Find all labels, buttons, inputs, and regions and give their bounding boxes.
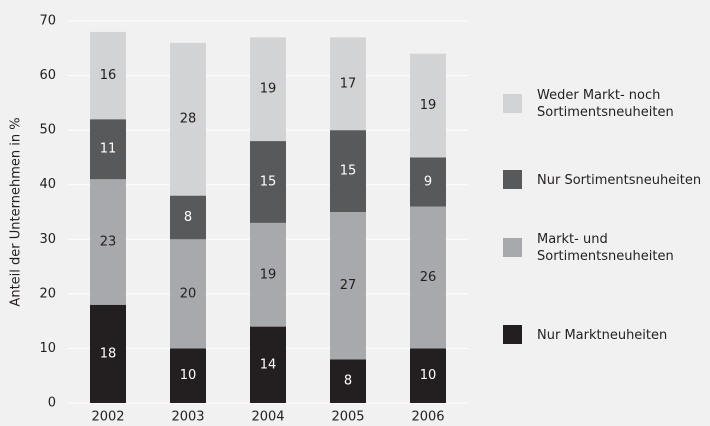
y-tick-label: 60 <box>39 68 56 83</box>
y-tick-label: 50 <box>39 123 56 138</box>
y-tick-label: 0 <box>48 396 56 411</box>
data-label: 15 <box>340 164 357 179</box>
bar-segment <box>90 119 126 180</box>
legend-label: Markt- und Sortimentsneuheiten <box>537 232 674 264</box>
data-label: 19 <box>260 82 277 97</box>
y-tick-label: 10 <box>39 341 56 356</box>
x-tick-label: 2003 <box>171 410 204 425</box>
data-label: 18 <box>100 346 117 361</box>
data-label: 20 <box>180 286 197 301</box>
y-tick-label: 30 <box>39 232 56 247</box>
data-label: 17 <box>340 76 357 91</box>
bar-segment <box>250 37 286 142</box>
bar-segment <box>330 130 366 212</box>
data-label: 19 <box>260 267 277 282</box>
bar-segment <box>330 212 366 360</box>
y-tick-label: 70 <box>39 14 56 29</box>
bar-segment <box>250 222 286 327</box>
bar-segment <box>170 239 206 349</box>
x-tick-label: 2006 <box>411 410 444 425</box>
bar-segment <box>330 359 366 403</box>
data-label: 16 <box>100 68 117 83</box>
data-label: 10 <box>420 368 437 383</box>
bar-segment <box>170 195 206 240</box>
legend-swatch <box>503 238 522 257</box>
bar-segment <box>330 37 366 131</box>
data-label: 8 <box>184 210 192 225</box>
bar-segment <box>90 304 126 403</box>
legend-label: Nur Sortimentsneuheiten <box>537 172 702 188</box>
data-label: 10 <box>180 368 197 383</box>
bar-segment <box>250 141 286 223</box>
bar-segment <box>410 157 446 207</box>
legend-swatch <box>503 94 522 113</box>
data-label: 28 <box>180 112 197 127</box>
bar-segment <box>90 31 126 120</box>
bar-segment <box>90 179 126 305</box>
x-tick-label: 2002 <box>91 410 124 425</box>
bar-segment <box>250 326 286 403</box>
bar-segment <box>410 206 446 349</box>
legend-swatch <box>503 170 522 189</box>
bar-segment <box>410 348 446 403</box>
x-tick-label: 2004 <box>251 410 284 425</box>
data-label: 15 <box>260 174 277 189</box>
y-axis-label: Anteil der Unternehmen in % <box>9 117 24 306</box>
legend-label: Weder Markt- noch Sortimentsneuheiten <box>537 88 674 120</box>
x-tick-label: 2005 <box>331 410 364 425</box>
legend-label: Nur Marktneuheiten <box>537 327 668 343</box>
data-label: 9 <box>424 174 432 189</box>
legend-swatch <box>503 325 522 344</box>
data-label: 23 <box>100 235 117 250</box>
bar-segment <box>410 53 446 158</box>
data-label: 11 <box>100 142 117 157</box>
data-label: 26 <box>420 270 437 285</box>
data-label: 14 <box>260 357 277 372</box>
bar-segment <box>170 348 206 403</box>
bar-segment <box>170 42 206 196</box>
y-tick-label: 20 <box>39 286 56 301</box>
data-label: 27 <box>340 278 357 293</box>
data-label: 19 <box>420 98 437 113</box>
data-label: 8 <box>344 374 352 389</box>
y-tick-label: 40 <box>39 177 56 192</box>
